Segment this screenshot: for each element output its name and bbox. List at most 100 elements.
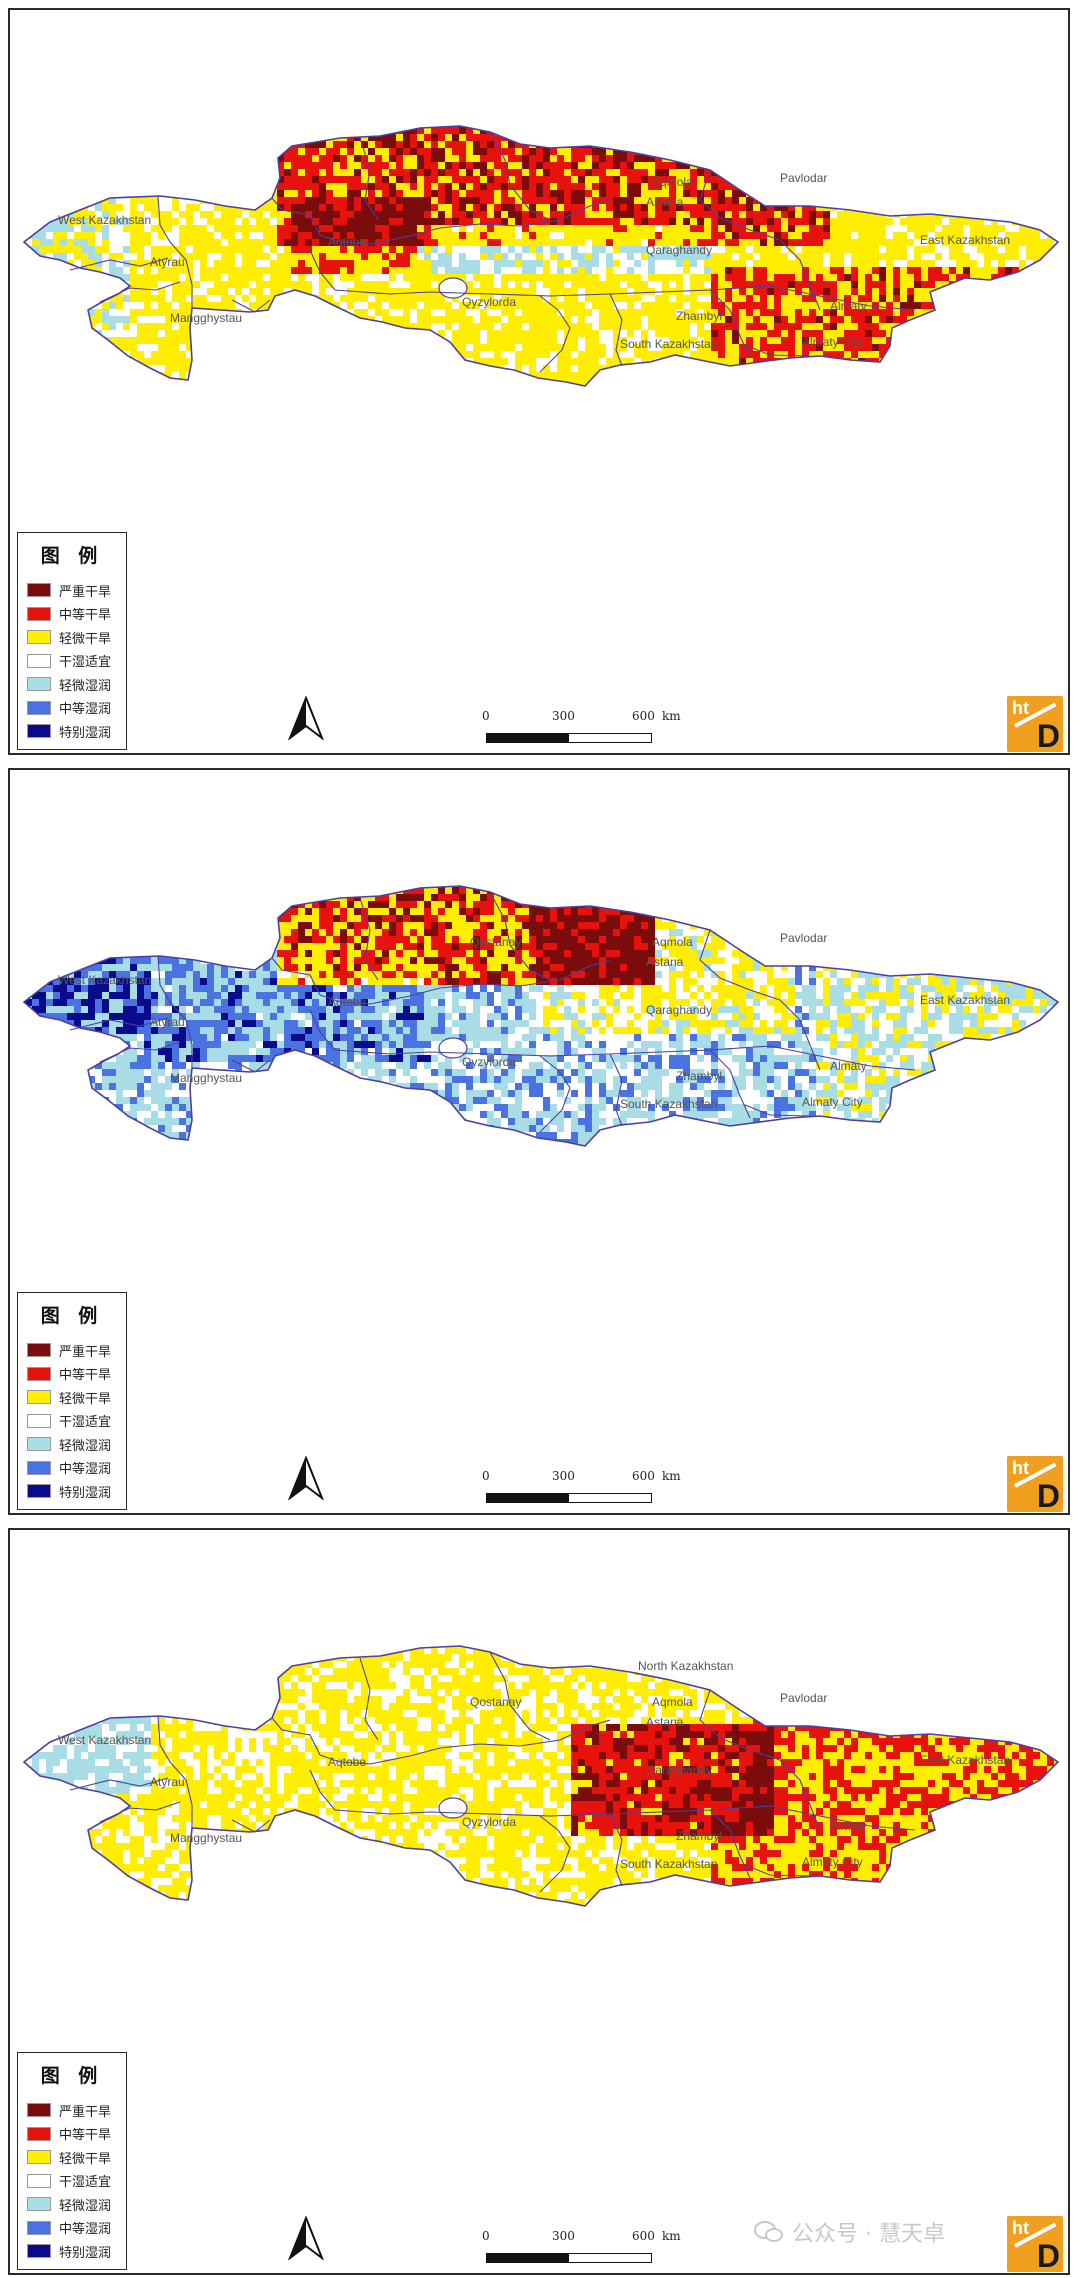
- chat-icon: [754, 2221, 783, 2242]
- legend-label: 轻微干旱: [59, 1391, 112, 1407]
- region-label-qyzylorda: Qyzylorda: [462, 295, 516, 309]
- region-boundary: [157, 1715, 193, 1828]
- region-label-mangghystau: Mangghystau: [170, 311, 242, 325]
- region-label-qostanay: Qostanay: [470, 935, 521, 949]
- region-label-east-kazakhstan: East Kazakhstan: [920, 993, 1010, 1007]
- legend-swatch: [27, 724, 51, 738]
- legend-1: 图 例严重干旱 中等干旱 轻微干旱 干湿适宜 轻微湿润 中等湿润 特别湿润: [17, 532, 127, 750]
- region-label-atyrau: Atyrau: [150, 1775, 185, 1789]
- map-panel-3: West Kazakhstan Atyrau Mangghystau Aqtobe Qo…: [8, 1528, 1070, 2275]
- legend-swatch: [27, 1413, 51, 1428]
- region-boundary: [489, 1651, 551, 1741]
- region-boundary: [69, 1017, 169, 1031]
- region-boundary: [489, 891, 551, 981]
- region-label-zhambyl: Zhambyl: [676, 1829, 722, 1843]
- region-label-almaty: Almaty: [830, 1819, 867, 1833]
- scale-tick-label: 300: [552, 1469, 575, 1483]
- region-label-pavlodar: Pavlodar: [780, 171, 827, 185]
- region-label-aqtobe: Aqtobe: [328, 235, 366, 249]
- legend-2: 图 例严重干旱 中等干旱 轻微干旱 干湿适宜 轻微湿润 中等湿润 特别湿润: [17, 1292, 127, 1510]
- scale-bar-graphic: [486, 1493, 652, 1503]
- scale-bar-graphic: [486, 2253, 652, 2263]
- scale-bar-2: 0 300 600 km: [482, 1469, 682, 1509]
- legend-label: 轻微湿润: [59, 2198, 112, 2214]
- map-panel-2: West Kazakhstan Atyrau Mangghystau Aqtobe Qo…: [8, 768, 1070, 1515]
- region-boundary: [699, 169, 781, 241]
- region-boundary: [744, 1864, 811, 1877]
- map-canvas-1: West Kazakhstan Atyrau Mangghystau Aqtobe Aq…: [22, 125, 1060, 387]
- region-label-qaraghandy: Qaraghandy: [646, 1763, 712, 1777]
- logo-text-top: ht: [1012, 698, 1029, 718]
- north-arrow-icon: [288, 2216, 324, 2260]
- region-boundary: [231, 1819, 271, 1833]
- region-label-zhambyl: Zhambyl: [676, 1069, 722, 1083]
- legend-item: 轻微湿润: [27, 675, 111, 694]
- legend-label: 轻微干旱: [59, 2151, 112, 2167]
- region-label-north-kaz: North Kazakhstan: [638, 1659, 733, 1673]
- region-boundary: [489, 131, 551, 221]
- region-boundary: [439, 959, 611, 989]
- region-boundary: [99, 1041, 181, 1063]
- region-label-east-kazakhstan: East Kazakhstan: [920, 233, 1010, 247]
- region-label-aqmola: Aqmola: [652, 935, 693, 949]
- legend-title: 图 例: [40, 1305, 104, 1327]
- region-boundary: [309, 1009, 336, 1051]
- region-boundary: [334, 1805, 771, 1817]
- region-label-qyzylorda: Qyzylorda: [462, 1055, 516, 1069]
- region-label-pavlodar: Pavlodar: [780, 1691, 827, 1705]
- logo-text-bottom: D: [1036, 2238, 1060, 2274]
- region-label-mangghystau: Mangghystau: [170, 1831, 242, 1845]
- region-label-aqtobe: Aqtobe: [328, 995, 366, 1009]
- scale-bar-graphic: [486, 733, 652, 743]
- region-label-astana: Astana: [646, 1715, 684, 1729]
- legend-item: 特别湿润: [27, 722, 112, 741]
- region-boundary: [709, 1049, 751, 1119]
- region-label-almaty-city: Almaty City: [802, 1095, 863, 1109]
- legend-item: 中等干旱: [27, 2125, 111, 2143]
- region-label-south-kazakhstan: South Kazakhstan: [620, 1097, 717, 1111]
- scale-tick-label: 300: [552, 709, 575, 723]
- logo-3: ht D: [1007, 2216, 1063, 2274]
- legend-item: 特别湿润: [27, 2242, 111, 2261]
- legend-item: 轻微湿润: [27, 1435, 111, 1454]
- north-arrow-icon: [288, 696, 324, 740]
- logo-text-top: ht: [1012, 1458, 1029, 1478]
- region-boundary: [769, 285, 916, 311]
- region-label-zhambyl: Zhambyl: [676, 309, 722, 323]
- legend-item: 中等湿润: [27, 2219, 111, 2237]
- legend-swatch: [27, 1343, 51, 1357]
- map-panel-1: West Kazakhstan Atyrau Mangghystau Aqtobe Aq…: [8, 8, 1070, 755]
- region-boundary: [539, 295, 571, 373]
- legend-item: 干湿适宜: [27, 2172, 111, 2190]
- region-label-qyzylorda: Qyzylorda: [462, 1815, 516, 1829]
- region-label-astana: Astana: [646, 195, 684, 209]
- legend-item: 中等干旱: [27, 1365, 111, 1383]
- region-boundary: [69, 1777, 169, 1791]
- region-label-qostanay: Qostanay: [470, 1695, 521, 1709]
- legend-swatch: [27, 700, 51, 715]
- region-label-aqmola: Aqmola: [652, 175, 693, 189]
- region-label-west-kazakhstan: West Kazakhstan: [58, 973, 151, 987]
- watermark-text: 公众号 · 慧天卓: [792, 2222, 945, 2247]
- legend-item: 特别湿润: [27, 1482, 112, 1501]
- scale-tick-label: km: [662, 709, 681, 723]
- legend-item: 轻微湿润: [27, 2195, 112, 2214]
- region-boundary: [744, 1104, 811, 1117]
- legend-title: 图 例: [40, 2065, 104, 2087]
- legend-label: 严重干旱: [59, 1344, 112, 1360]
- region-boundary: [539, 1055, 571, 1133]
- legend-label: 特别湿润: [59, 1485, 112, 1501]
- legend-label: 严重干旱: [59, 2104, 112, 2120]
- region-boundary: [309, 249, 336, 291]
- legend-label: 中等湿润: [59, 2222, 112, 2237]
- legend-swatch: [27, 2244, 51, 2258]
- legend-item: 严重干旱: [27, 581, 111, 600]
- region-boundary: [779, 999, 821, 1071]
- scale-tick-label: km: [662, 2229, 681, 2243]
- region-boundary: [157, 195, 193, 308]
- region-boundary: [359, 1657, 379, 1741]
- region-label-aqmola: Aqmola: [652, 1695, 693, 1709]
- legend-swatch: [27, 583, 51, 597]
- legend-label: 特别湿润: [59, 725, 112, 741]
- region-label-east-kazakhstan: East Kazakhstan: [920, 1753, 1010, 1767]
